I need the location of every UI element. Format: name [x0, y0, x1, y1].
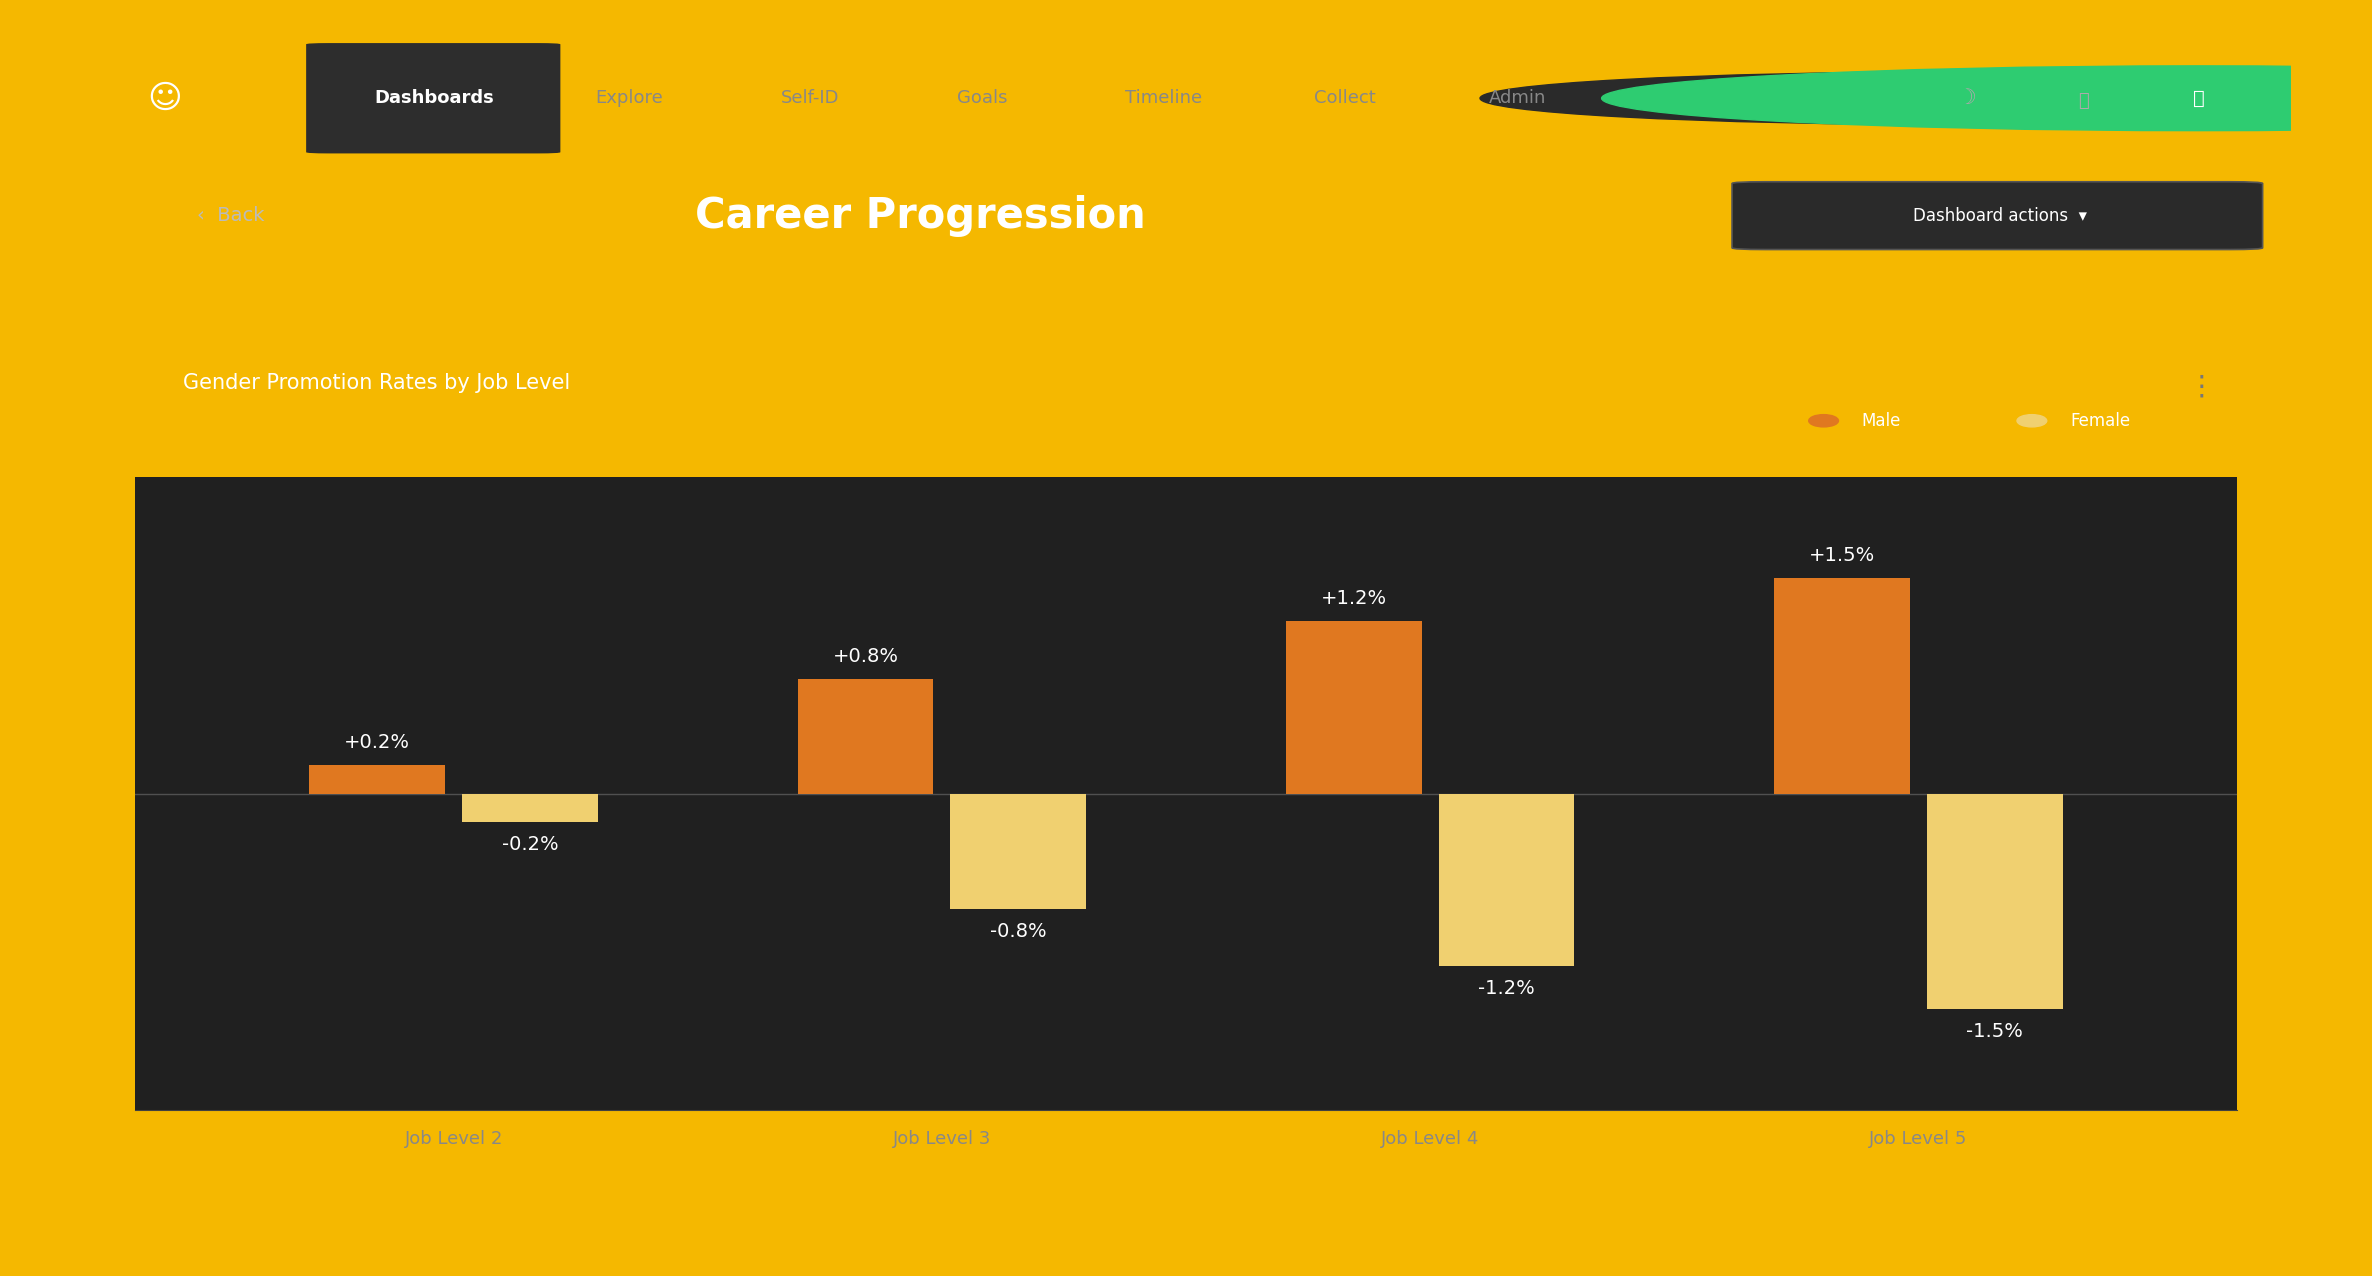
Text: Gender Promotion Rates by Job Level: Gender Promotion Rates by Job Level	[183, 373, 569, 393]
Bar	[797, 679, 935, 794]
Text: +1.2%: +1.2%	[1321, 590, 1388, 609]
Text: ☽: ☽	[1957, 88, 1976, 108]
Text: +0.8%: +0.8%	[833, 647, 899, 666]
Bar	[1286, 621, 1421, 794]
Circle shape	[1810, 415, 1838, 427]
Circle shape	[1480, 71, 2372, 125]
Text: Dashboards: Dashboards	[375, 89, 493, 107]
Text: Career Progression: Career Progression	[695, 195, 1146, 236]
Text: Male: Male	[1862, 412, 1902, 430]
Text: Timeline: Timeline	[1124, 89, 1203, 107]
Text: -1.2%: -1.2%	[1478, 979, 1535, 998]
Circle shape	[2016, 415, 2047, 427]
Circle shape	[1596, 71, 2372, 125]
Text: Admin: Admin	[1490, 89, 1547, 107]
FancyBboxPatch shape	[306, 43, 560, 153]
Text: -0.8%: -0.8%	[989, 921, 1046, 940]
Text: ☺: ☺	[147, 82, 183, 115]
Text: ‹  Back: ‹ Back	[197, 207, 266, 225]
Bar	[308, 764, 446, 794]
Text: ⋮: ⋮	[2187, 373, 2215, 401]
Text: Explore: Explore	[595, 89, 662, 107]
Text: Dashboard actions  ▾: Dashboard actions ▾	[1912, 207, 2087, 225]
Text: -1.5%: -1.5%	[1966, 1022, 2023, 1041]
Bar	[463, 794, 598, 823]
Bar	[1437, 794, 1575, 966]
Text: 👤: 👤	[2192, 89, 2204, 107]
Text: 🔔: 🔔	[2078, 92, 2090, 110]
FancyBboxPatch shape	[1732, 181, 2263, 250]
Text: Collect: Collect	[1314, 89, 1376, 107]
Circle shape	[1601, 66, 2372, 130]
Text: +1.5%: +1.5%	[1810, 546, 1876, 565]
Text: Self-ID: Self-ID	[780, 89, 840, 107]
Text: Female: Female	[2071, 412, 2130, 430]
Text: +0.2%: +0.2%	[344, 732, 410, 752]
Bar	[1926, 794, 2064, 1009]
Bar	[951, 794, 1086, 909]
Bar	[1774, 578, 1909, 794]
Text: -0.2%: -0.2%	[503, 836, 557, 855]
Text: Goals: Goals	[958, 89, 1008, 107]
